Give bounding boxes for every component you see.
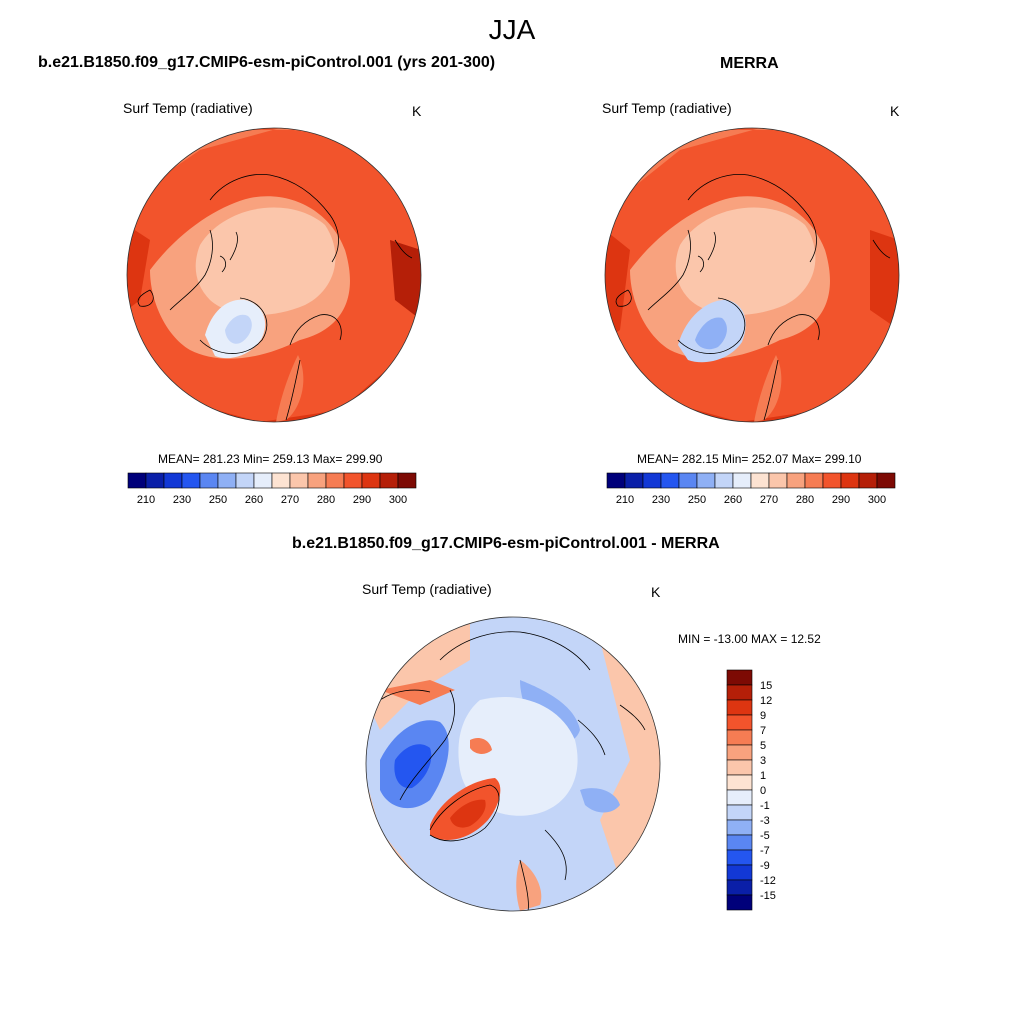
- colorbar-swatch: [343, 472, 363, 489]
- colorbar-swatch: [726, 789, 753, 806]
- colorbar-tick-label: 280: [317, 494, 335, 506]
- colorbar-tick-label: -5: [760, 830, 770, 842]
- colorbar-swatch: [726, 864, 753, 881]
- colorbar-tick-label: 230: [173, 494, 191, 506]
- colorbar-swatch: [145, 472, 165, 489]
- colorbar-swatch: [163, 472, 183, 489]
- colorbar-tick-label: 280: [796, 494, 814, 506]
- colorbar-swatch: [253, 472, 273, 489]
- panel2-title: MERRA: [720, 55, 779, 72]
- colorbar-swatch: [181, 472, 201, 489]
- colorbar-swatch: [858, 472, 878, 489]
- colorbar-tick-label: 230: [652, 494, 670, 506]
- colorbar-swatch: [726, 804, 753, 821]
- colorbar-tick-label: 5: [760, 740, 766, 752]
- colorbar-swatch: [624, 472, 644, 489]
- panel1-stats: MEAN= 281.23 Min= 259.13 Max= 299.90: [158, 452, 383, 466]
- colorbar-tick-label: 1: [760, 770, 766, 782]
- colorbar-tick-label: 12: [760, 695, 772, 707]
- colorbar-swatch: [804, 472, 824, 489]
- colorbar-swatch: [678, 472, 698, 489]
- colorbar-swatch: [217, 472, 237, 489]
- map-model: [126, 127, 422, 423]
- colorbar-swatch: [379, 472, 399, 489]
- map-difference: [365, 616, 661, 912]
- colorbar-swatch: [696, 472, 716, 489]
- colorbar-swatch: [726, 684, 753, 701]
- colorbar-tick-label: 270: [281, 494, 299, 506]
- colorbar-swatch: [750, 472, 770, 489]
- colorbar-tick-label: 290: [832, 494, 850, 506]
- colorbar-tick-label: 3: [760, 755, 766, 767]
- colorbar-tick-label: -12: [760, 875, 776, 887]
- panel3-title: b.e21.B1850.f09_g17.CMIP6-esm-piControl.…: [292, 535, 720, 552]
- colorbar-swatch: [726, 774, 753, 791]
- page-title: JJA: [488, 14, 536, 45]
- colorbar-swatch: [235, 472, 255, 489]
- colorbar-swatch: [606, 472, 626, 489]
- colorbar-tick-label: -1: [760, 800, 770, 812]
- colorbar-swatch: [361, 472, 381, 489]
- colorbar-swatch: [714, 472, 734, 489]
- colorbar-swatch: [726, 894, 753, 911]
- colorbar-difference: 15 12 9 7 5 3 1 0 -1 -3 -5 -7 -9 -12 -15: [726, 669, 776, 911]
- colorbar-swatch: [199, 472, 219, 489]
- colorbar-tick-label: 0: [760, 785, 766, 797]
- colorbar-swatch: [768, 472, 788, 489]
- colorbar-swatch: [726, 729, 753, 746]
- colorbar-merra: 210 230 250 260 270 280 290 300: [606, 472, 896, 506]
- colorbar-swatch: [726, 759, 753, 776]
- panel3-field-label: Surf Temp (radiative): [362, 581, 492, 597]
- colorbar-swatch: [726, 819, 753, 836]
- colorbar-swatch: [397, 472, 417, 489]
- colorbar-tick-label: 7: [760, 725, 766, 737]
- colorbar-tick-label: -9: [760, 860, 770, 872]
- colorbar-swatch: [726, 744, 753, 761]
- colorbar-swatch: [307, 472, 327, 489]
- colorbar-tick-label: 260: [245, 494, 263, 506]
- panel1-title: b.e21.B1850.f09_g17.CMIP6-esm-piControl.…: [38, 54, 496, 71]
- colorbar-swatch: [876, 472, 896, 489]
- colorbar-tick-label: 15: [760, 680, 772, 692]
- colorbar-swatch: [840, 472, 860, 489]
- colorbar-tick-label: -7: [760, 845, 770, 857]
- panel2-field-label: Surf Temp (radiative): [602, 100, 732, 116]
- colorbar-swatch: [660, 472, 680, 489]
- colorbar-swatch: [289, 472, 309, 489]
- panel1-units: K: [412, 103, 422, 119]
- panel1-field-label: Surf Temp (radiative): [123, 100, 253, 116]
- colorbar-swatch: [325, 472, 345, 489]
- colorbar-tick-label: 250: [209, 494, 227, 506]
- colorbar-tick-label: 210: [137, 494, 155, 506]
- colorbar-tick-label: -15: [760, 890, 776, 902]
- colorbar-swatch: [726, 834, 753, 851]
- colorbar-tick-label: 300: [868, 494, 886, 506]
- colorbar-model: 210 230 250 260 270 280 290 300: [127, 472, 417, 506]
- colorbar-swatch: [726, 699, 753, 716]
- colorbar-swatch: [786, 472, 806, 489]
- colorbar-swatch: [271, 472, 291, 489]
- colorbar-tick-label: 270: [760, 494, 778, 506]
- colorbar-tick-label: 300: [389, 494, 407, 506]
- colorbar-tick-label: 290: [353, 494, 371, 506]
- colorbar-swatch: [127, 472, 147, 489]
- colorbar-swatch: [726, 714, 753, 731]
- colorbar-tick-label: 250: [688, 494, 706, 506]
- colorbar-tick-label: 210: [616, 494, 634, 506]
- colorbar-swatch: [726, 849, 753, 866]
- panel2-stats: MEAN= 282.15 Min= 252.07 Max= 299.10: [637, 452, 862, 466]
- colorbar-swatch: [726, 879, 753, 896]
- colorbar-swatch: [642, 472, 662, 489]
- panel3-units: K: [651, 584, 661, 600]
- colorbar-swatch: [732, 472, 752, 489]
- panel3-stats: MIN = -13.00 MAX = 12.52: [678, 632, 821, 646]
- colorbar-tick-label: 9: [760, 710, 766, 722]
- colorbar-swatch: [726, 669, 753, 686]
- colorbar-swatch: [822, 472, 842, 489]
- panel2-units: K: [890, 103, 900, 119]
- colorbar-tick-label: 260: [724, 494, 742, 506]
- map-merra: [604, 127, 900, 423]
- colorbar-tick-label: -3: [760, 815, 770, 827]
